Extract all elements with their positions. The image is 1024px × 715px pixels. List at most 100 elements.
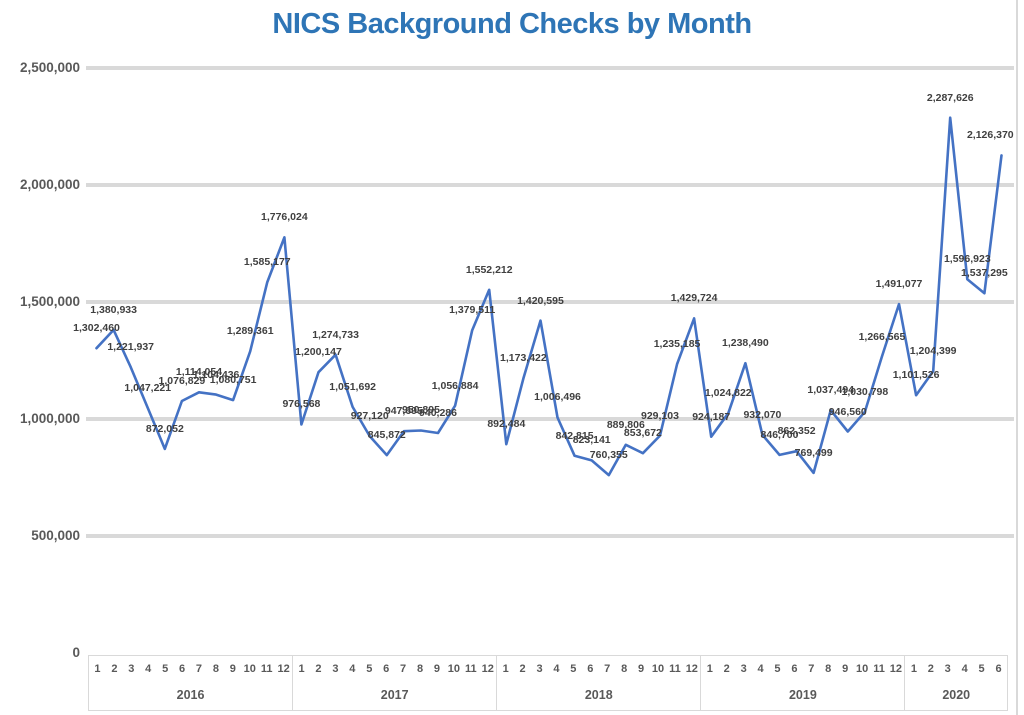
month-tick-label: 2 <box>519 663 526 675</box>
data-label: 889,806 <box>606 418 645 431</box>
data-label: 924,187 <box>692 410 731 423</box>
data-label: 940,286 <box>419 406 457 419</box>
data-label: 2,287,626 <box>926 91 974 104</box>
month-tick-label: 5 <box>162 663 169 675</box>
month-tick-label: 6 <box>791 663 798 675</box>
data-label: 929,103 <box>640 409 679 422</box>
data-label: 853,672 <box>623 427 662 440</box>
month-tick-row: 1 2 3 4 5 6 7 8 9 10 11 12 <box>89 656 292 682</box>
y-axis-tick-label: 1,000,000 <box>19 411 80 426</box>
month-tick-label: 8 <box>212 663 219 675</box>
data-label: 892,484 <box>487 418 526 431</box>
y-axis-tick-label: 2,000,000 <box>19 177 80 192</box>
month-tick-label: 6 <box>179 663 186 675</box>
month-tick-label: 5 <box>978 663 985 675</box>
month-tick-label: 2 <box>111 663 118 675</box>
data-label: 1,235,185 <box>653 337 701 350</box>
month-tick-label: 11 <box>873 663 885 675</box>
month-tick-label: 3 <box>944 663 951 675</box>
data-label: 1,302,460 <box>73 322 120 335</box>
year-tick-label: 2016 <box>176 688 205 702</box>
month-tick-label: 1 <box>910 663 917 675</box>
month-tick-label: 9 <box>842 663 849 675</box>
month-tick-label: 10 <box>447 663 460 675</box>
month-tick-label: 2 <box>315 663 322 675</box>
data-label: 976,568 <box>282 398 321 411</box>
gridline <box>86 417 1014 421</box>
y-axis-tick-label: 500,000 <box>31 528 80 543</box>
y-axis-tick-label: 2,500,000 <box>19 60 80 75</box>
data-label: 1,080,751 <box>209 374 257 387</box>
data-label: 947,695 <box>384 405 423 418</box>
series-line <box>95 116 1003 477</box>
year-group: 1 2 3 4 5 6 7 8 9 10 11 12 2018 <box>497 656 702 710</box>
data-label: 1,274,733 <box>312 328 359 341</box>
data-label: 1,114,054 <box>175 366 223 379</box>
data-label: 769,499 <box>794 446 833 459</box>
month-tick-label: 3 <box>332 663 339 675</box>
chart-right-border <box>1016 0 1018 715</box>
data-label: 1,101,526 <box>892 369 940 382</box>
month-tick-label: 7 <box>604 663 611 675</box>
data-label: 1,585,177 <box>243 256 291 269</box>
month-tick-label: 1 <box>706 663 713 675</box>
month-tick-label: 11 <box>669 663 681 675</box>
month-tick-label: 8 <box>416 663 424 675</box>
data-label: 845,872 <box>367 429 406 442</box>
data-label: 1,429,724 <box>670 292 718 305</box>
data-label: 1,173,422 <box>500 352 547 365</box>
data-label: 1,776,024 <box>260 211 308 224</box>
month-tick-label: 9 <box>229 663 236 675</box>
data-label: 1,380,933 <box>90 303 137 316</box>
month-tick-label: 3 <box>128 663 135 675</box>
data-label: 950,895 <box>401 404 440 417</box>
month-tick-label: 12 <box>889 663 903 675</box>
data-label: 1,024,822 <box>704 387 752 400</box>
data-label: 823,141 <box>572 434 611 447</box>
data-label: 1,047,221 <box>124 381 172 394</box>
month-tick-label: 1 <box>502 663 509 675</box>
data-label: 1,537,295 <box>961 267 1008 280</box>
gridline <box>86 534 1014 538</box>
data-label: 1,076,829 <box>158 375 206 388</box>
month-tick-label: 4 <box>349 663 356 675</box>
data-label: 846,700 <box>760 428 799 441</box>
month-tick-row: 1 2 3 4 5 6 7 8 9 10 11 12 <box>497 656 700 682</box>
month-tick-label: 4 <box>757 663 764 675</box>
year-group: 1 2 3 4 5 6 7 8 9 10 11 12 2019 <box>701 656 906 710</box>
month-tick-label: 8 <box>825 663 832 675</box>
data-label: 1,289,361 <box>226 325 274 338</box>
data-label: 1,006,496 <box>534 391 581 404</box>
data-label: 1,491,077 <box>875 278 923 291</box>
data-label: 1,056,884 <box>431 379 479 392</box>
data-label: 1,037,494 <box>807 384 855 397</box>
year-group: 1 2 3 4 5 6 7 8 9 10 11 12 2016 <box>89 656 294 710</box>
data-label: 1,552,212 <box>465 263 513 276</box>
month-tick-label: 10 <box>855 663 869 675</box>
data-label: 1,379,511 <box>449 304 496 317</box>
y-axis-tick-label: 1,500,000 <box>19 294 80 309</box>
month-tick-row: 1 2 3 4 5 6 7 8 9 10 11 12 <box>701 656 904 682</box>
year-tick-label: 2018 <box>584 688 613 702</box>
month-tick-label: 3 <box>740 663 747 675</box>
month-tick-row: 1 2 3 4 5 6 7 8 9 10 11 12 <box>293 656 496 682</box>
year-tick-label: 2017 <box>380 688 409 702</box>
data-label: 1,221,937 <box>107 341 155 354</box>
month-tick-label: 5 <box>570 663 577 675</box>
year-tick-label: 2019 <box>788 688 817 702</box>
data-label: 872,052 <box>145 422 184 435</box>
month-tick-label: 7 <box>400 663 407 675</box>
data-label: 842,815 <box>555 429 594 442</box>
gridline <box>86 183 1014 187</box>
data-label: 946,560 <box>828 405 867 418</box>
year-group: 1 2 3 4 5 6 7 8 9 10 11 12 2017 <box>293 656 498 710</box>
month-tick-label: 2 <box>723 663 730 675</box>
data-label: 2,126,370 <box>966 129 1014 142</box>
data-label: 1,596,923 <box>943 253 991 266</box>
month-tick-label: 9 <box>637 663 645 675</box>
month-tick-label: 7 <box>808 663 815 675</box>
month-tick-label: 8 <box>621 663 628 675</box>
gridline <box>86 300 1014 304</box>
